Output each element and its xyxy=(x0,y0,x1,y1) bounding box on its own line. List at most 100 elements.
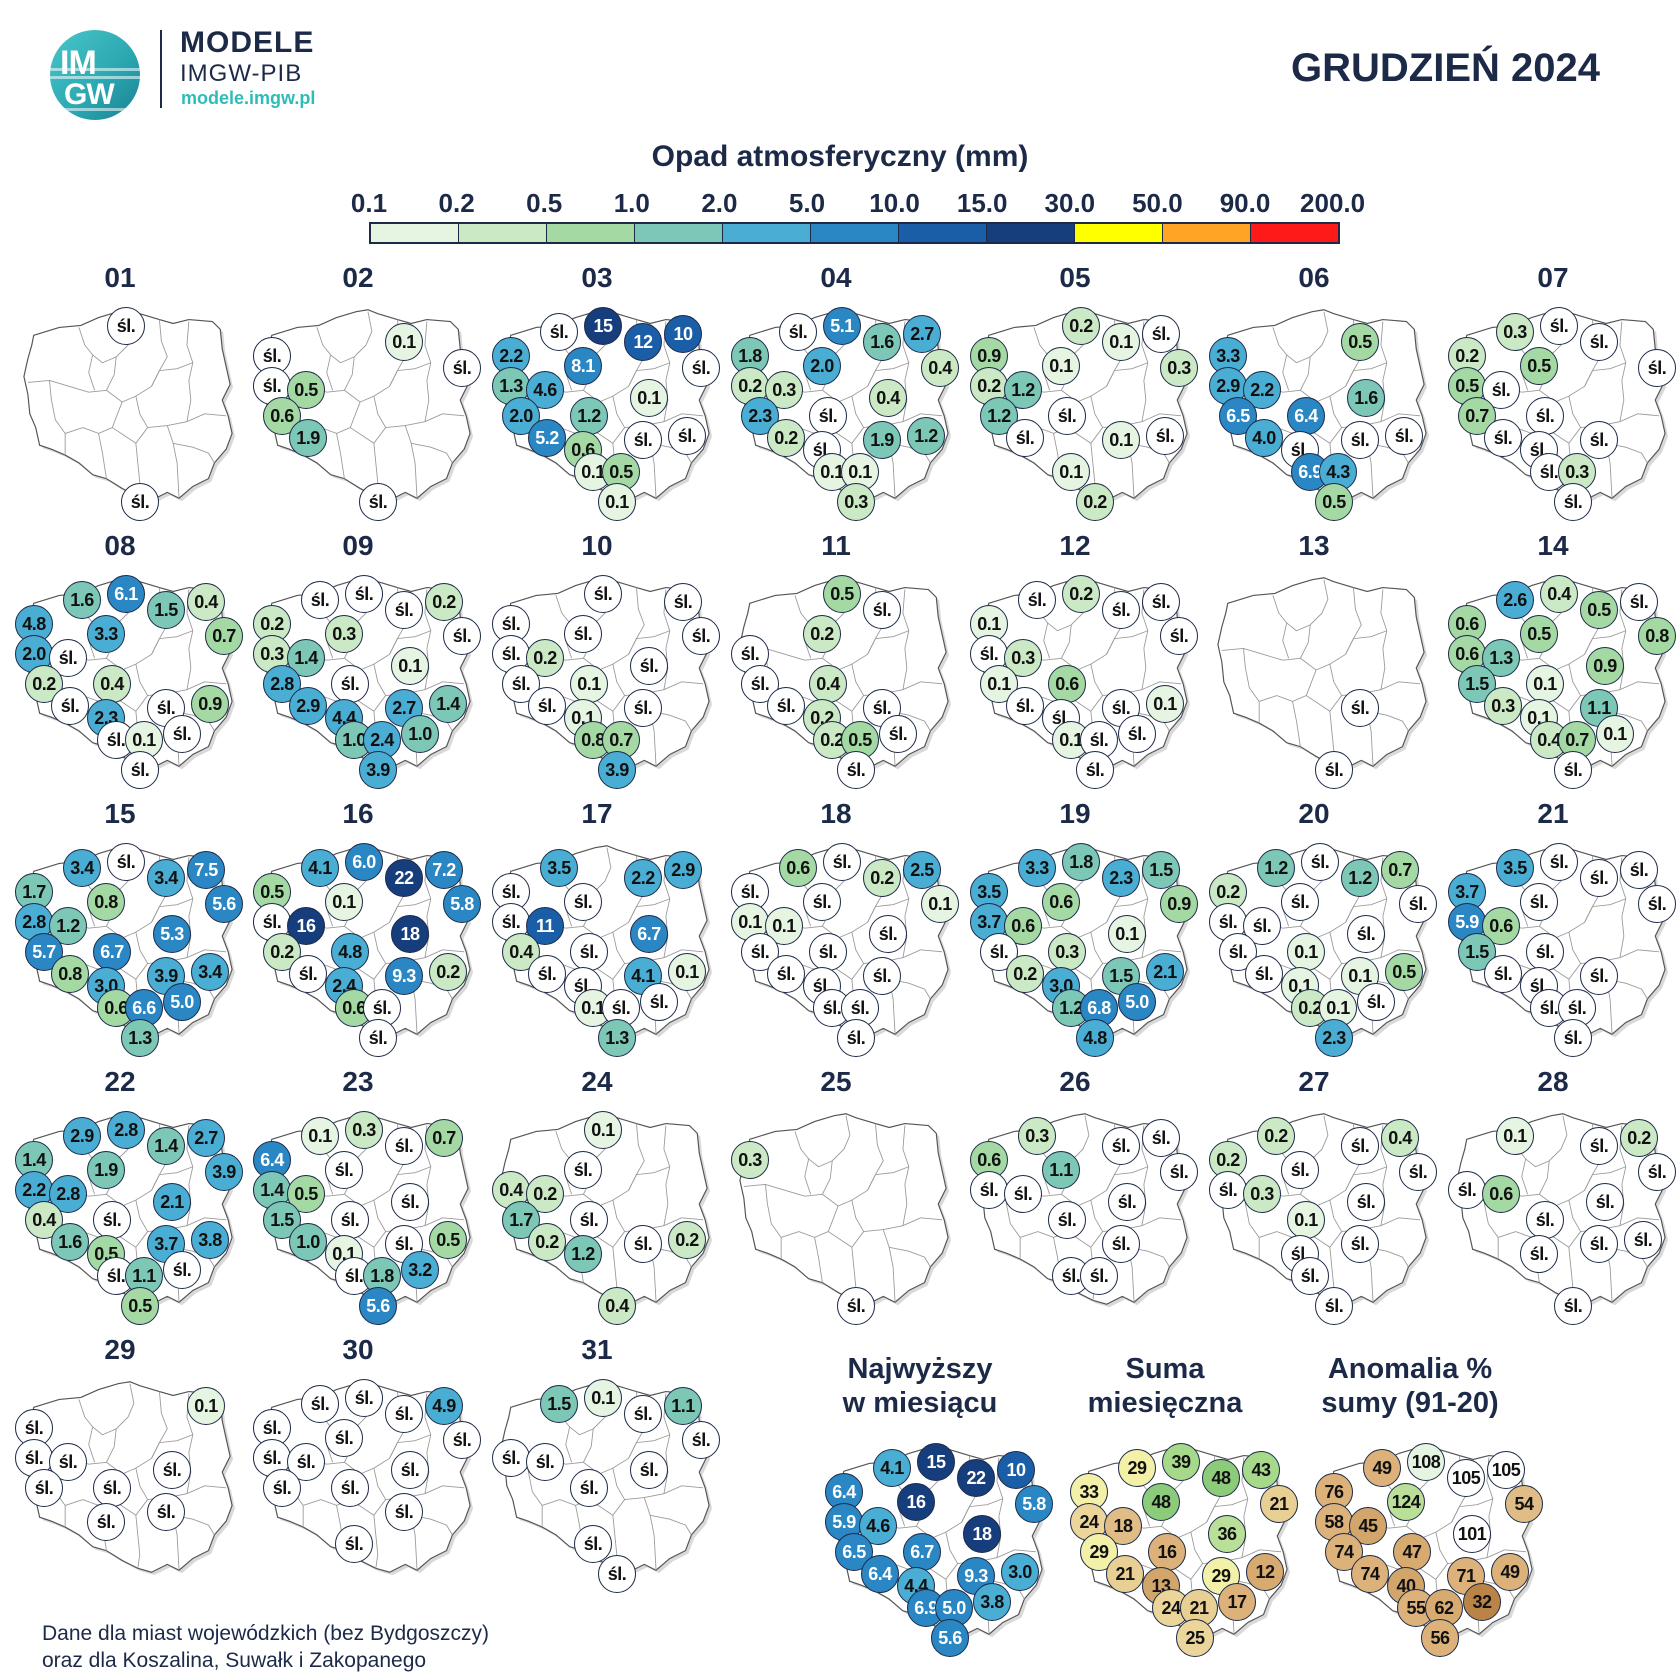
station-koszalin: 3.3 xyxy=(1018,849,1056,887)
station-gdańsk: 6.1 xyxy=(107,575,145,613)
station-kielce: śl. xyxy=(1341,421,1379,459)
station-koszalin: 0.1 xyxy=(1496,1117,1534,1155)
station-suwałki: 0.1 xyxy=(187,1387,225,1425)
station-toruń: śl. xyxy=(325,1151,363,1189)
station-zakopane: śl. xyxy=(837,751,875,789)
station-łódź: 0.3 xyxy=(1048,933,1086,971)
station-koszalin: 4.1 xyxy=(301,849,339,887)
station-olsztyn: 48 xyxy=(1202,1459,1240,1497)
station-zakopane: śl. xyxy=(359,1019,397,1057)
station-rzeszów: 5.0 xyxy=(1118,983,1156,1021)
station-łódź: śl. xyxy=(1526,933,1564,971)
monthly-sum-title-line-2: miesięczna xyxy=(1087,1387,1243,1419)
station-wrocław: śl. xyxy=(767,687,805,725)
station-rzeszów: śl. xyxy=(163,1251,201,1289)
station-łódź: 16 xyxy=(1148,1533,1186,1571)
legend-title: Opad atmosferyczny (mm) xyxy=(651,140,1029,173)
station-zakopane: 3.9 xyxy=(598,751,636,789)
legend-swatch-11 xyxy=(1251,224,1338,242)
station-toruń: 0.5 xyxy=(1520,347,1558,385)
station-szczecin: 0.6 xyxy=(970,1141,1008,1179)
station-wrocław: 0.8 xyxy=(51,955,89,993)
station-suwałki: 4.9 xyxy=(425,1387,463,1425)
poland-map-outline xyxy=(500,1381,713,1576)
station-warszawa: 5.3 xyxy=(153,915,191,953)
station-suwałki: 10 xyxy=(664,315,702,353)
station-gdańsk: 0.3 xyxy=(345,1111,383,1149)
day-map-11: 11 0.5 śl. śl. 0.2 śl. 0.4 śl. 0.2 śl. 0.2 0.5 śl. śl… xyxy=(731,530,966,795)
station-suwałki: 0.4 xyxy=(1381,1119,1419,1157)
station-gdańsk: 1.8 xyxy=(1062,843,1100,881)
station-białystok: śl. xyxy=(1638,349,1676,387)
station-zakopane: 0.5 xyxy=(1315,483,1353,521)
day-map-14: 14 2.6 0.4 0.5 śl. 0.6 0.8 0.6 1.3 0.5 0.9 1.5 0.1 0.… xyxy=(1448,530,1680,795)
legend-tick-label: 30.0 xyxy=(1044,188,1096,218)
station-gdańsk: 15 xyxy=(584,307,622,345)
station-zakopane: śl. xyxy=(1315,1287,1353,1325)
station-lublin: 1.4 xyxy=(429,685,467,723)
station-łódź: 1.2 xyxy=(570,397,608,435)
station-warszawa: 1.6 xyxy=(1347,379,1385,417)
station-wrocław: śl. xyxy=(51,687,89,725)
station-łódź: 0.1 xyxy=(1287,933,1325,971)
station-białystok: śl. xyxy=(443,1421,481,1459)
station-warszawa: 18 xyxy=(391,915,429,953)
station-olsztyn: 0.5 xyxy=(1341,323,1379,361)
station-koszalin: 0.3 xyxy=(1018,1117,1056,1155)
station-szczecin: 6.4 xyxy=(825,1473,863,1511)
station-zielona-góra: śl. xyxy=(741,933,779,971)
day-map-01: 01 śl. śl. xyxy=(20,262,250,527)
station-rzeszów: śl. xyxy=(640,983,678,1021)
station-łódź: śl. xyxy=(570,1469,608,1507)
station-łódź: 6.7 xyxy=(903,1533,941,1571)
station-lublin: 3.8 xyxy=(191,1221,229,1259)
station-koszalin: 3.5 xyxy=(540,849,578,887)
station-rzeszów: 3.8 xyxy=(973,1583,1011,1621)
day-map-30: 30 śl. śl. śl. 4.9 śl. śl. śl. śl. śl. śl. śl. śl. śl… xyxy=(253,1334,488,1599)
station-olsztyn: 1.4 xyxy=(147,1127,185,1165)
station-zielona-góra: 0.1 xyxy=(980,665,1018,703)
station-olsztyn: śl. xyxy=(624,1395,662,1433)
station-gdańsk: 0.5 xyxy=(823,575,861,613)
station-gdańsk: 108 xyxy=(1407,1443,1445,1481)
station-poznań: 16 xyxy=(287,907,325,945)
footnote-line-1: Dane dla miast wojewódzkich (bez Bydgosz… xyxy=(42,1622,490,1645)
legend-tick-label: 2.0 xyxy=(701,188,738,218)
station-katowice: śl. xyxy=(335,1525,373,1563)
station-wrocław: śl. xyxy=(767,955,805,993)
station-białystok: 21 xyxy=(1260,1485,1298,1523)
station-gorzów-wlkp-: śl. xyxy=(1448,1171,1486,1209)
station-toruń: 0.8 xyxy=(87,883,125,921)
day-label: 28 xyxy=(1537,1066,1569,1097)
day-map-20: 20 1.2 śl. 1.2 0.7 0.2 śl. śl. śl. śl. śl. śl. 0.1 śl… xyxy=(1209,798,1444,1063)
max-in-month-title-line-2: w miesiącu xyxy=(842,1387,998,1419)
sum-anomaly-title-line-2: sumy (91-20) xyxy=(1321,1387,1499,1419)
station-warszawa: 6.7 xyxy=(630,915,668,953)
day-label: 20 xyxy=(1298,798,1330,829)
station-suwałki: śl. xyxy=(1620,851,1658,889)
station-poznań: 1.2 xyxy=(49,907,87,945)
day-map-03: 03 śl. 15 12 10 2.2 śl. 1.3 4.6 8.1 0.1 2.0 1.2 5.2 0.… xyxy=(492,262,727,527)
station-lublin: śl. xyxy=(1385,417,1423,455)
station-toruń: 0.1 xyxy=(325,883,363,921)
station-koszalin: 2.6 xyxy=(1496,581,1534,619)
station-lublin: 0.2 xyxy=(668,1221,706,1259)
day-map-23: 23 0.1 0.3 śl. 0.7 6.4 1.4 0.5 śl. śl. 1.5 śl. 1.0 0.… xyxy=(253,1066,488,1331)
station-koszalin: 1.6 xyxy=(63,581,101,619)
station-łódź: 0.1 xyxy=(1526,665,1564,703)
station-łódź: śl. xyxy=(1048,1201,1086,1239)
day-label: 24 xyxy=(581,1066,613,1097)
header: IM GW MODELE IMGW-PIB modele.imgw.pl GRU… xyxy=(0,0,1680,130)
station-wrocław: śl. xyxy=(528,687,566,725)
station-łódź: śl. xyxy=(93,1469,131,1507)
station-łódź: śl. xyxy=(93,1201,131,1239)
station-wrocław: śl. xyxy=(1006,687,1044,725)
legend-tick-label: 200.0 xyxy=(1300,188,1366,218)
station-zakopane: 0.2 xyxy=(1076,483,1114,521)
station-kielce: śl. xyxy=(1580,421,1618,459)
station-gdańsk: śl. xyxy=(823,843,861,881)
station-wrocław: 6.4 xyxy=(861,1555,899,1593)
station-lublin: śl. xyxy=(668,417,706,455)
station-koszalin: śl. xyxy=(301,581,339,619)
station-katowice: śl. xyxy=(574,1525,612,1563)
